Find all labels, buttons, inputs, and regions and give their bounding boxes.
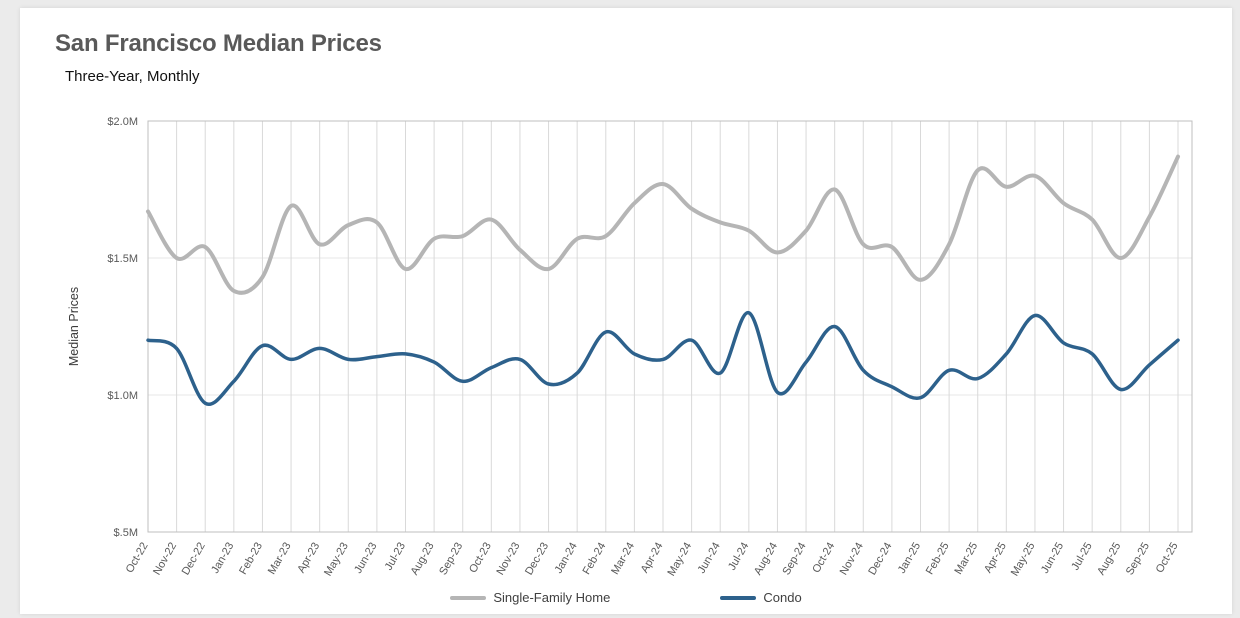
svg-text:Apr-23: Apr-23 <box>295 541 322 576</box>
svg-text:Apr-24: Apr-24 <box>639 541 666 576</box>
svg-text:$2.0M: $2.0M <box>107 116 138 128</box>
svg-text:Oct-24: Oct-24 <box>810 541 837 576</box>
chart-title: San Francisco Median Prices <box>55 30 382 57</box>
svg-text:Feb-23: Feb-23 <box>237 541 265 577</box>
svg-text:Mar-23: Mar-23 <box>266 541 294 577</box>
svg-text:Feb-25: Feb-25 <box>924 541 952 577</box>
svg-text:Oct-22: Oct-22 <box>124 541 151 576</box>
svg-text:May-23: May-23 <box>322 541 351 579</box>
svg-text:Sep-24: Sep-24 <box>781 541 809 578</box>
svg-text:Jan-23: Jan-23 <box>209 541 236 576</box>
svg-text:Jul-23: Jul-23 <box>383 541 408 573</box>
single-family-line-swatch <box>450 595 487 600</box>
chart-legend: Single-Family Home Condo <box>20 590 1232 605</box>
svg-text:Dec-23: Dec-23 <box>523 541 551 578</box>
svg-text:Nov-24: Nov-24 <box>838 541 866 578</box>
legend-item-single-family-home: Single-Family Home <box>450 590 610 605</box>
svg-text:Median Prices: Median Prices <box>67 287 81 366</box>
svg-text:$1.0M: $1.0M <box>107 390 138 402</box>
svg-text:Mar-25: Mar-25 <box>953 541 981 577</box>
legend-label-single-family-home: Single-Family Home <box>493 590 611 605</box>
svg-text:Nov-23: Nov-23 <box>494 541 522 578</box>
svg-text:Nov-22: Nov-22 <box>151 541 179 578</box>
svg-text:$1.5M: $1.5M <box>107 253 138 265</box>
legend-label-condo: Condo <box>763 590 802 605</box>
svg-text:Jul-25: Jul-25 <box>1069 541 1094 573</box>
svg-text:Sep-25: Sep-25 <box>1124 541 1152 578</box>
svg-text:Feb-24: Feb-24 <box>581 541 609 577</box>
svg-text:Aug-24: Aug-24 <box>752 541 780 578</box>
svg-text:Jun-23: Jun-23 <box>352 541 379 576</box>
svg-text:Dec-22: Dec-22 <box>180 541 208 578</box>
svg-text:$.5M: $.5M <box>114 527 138 539</box>
svg-text:Aug-25: Aug-25 <box>1095 541 1123 578</box>
svg-text:Oct-23: Oct-23 <box>467 541 494 576</box>
svg-text:Jan-24: Jan-24 <box>553 541 580 576</box>
svg-text:Sep-23: Sep-23 <box>437 541 465 578</box>
svg-text:Jul-24: Jul-24 <box>726 541 751 573</box>
svg-text:May-24: May-24 <box>665 541 694 579</box>
svg-text:May-25: May-25 <box>1009 541 1038 579</box>
svg-text:Mar-24: Mar-24 <box>609 541 637 577</box>
svg-text:Dec-24: Dec-24 <box>866 541 894 578</box>
legend-item-condo: Condo <box>720 590 802 605</box>
chart-subtitle: Three-Year, Monthly <box>65 68 200 85</box>
svg-text:Jun-24: Jun-24 <box>696 541 723 576</box>
condo-line-swatch <box>720 595 757 600</box>
svg-text:Aug-23: Aug-23 <box>409 541 437 578</box>
svg-text:Jun-25: Jun-25 <box>1039 541 1066 576</box>
svg-text:Jan-25: Jan-25 <box>896 541 923 576</box>
svg-text:Apr-25: Apr-25 <box>982 541 1009 576</box>
svg-text:Oct-25: Oct-25 <box>1154 541 1181 576</box>
chart-card: San Francisco Median Prices Three-Year, … <box>20 8 1232 614</box>
